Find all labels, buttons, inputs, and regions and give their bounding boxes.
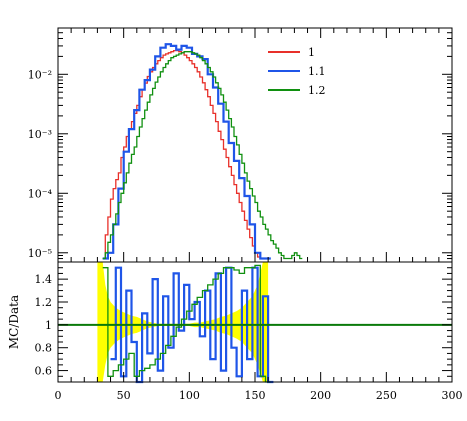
- main-y-tick-label: 10⁻⁵: [28, 247, 52, 260]
- ratio-series-line-1-2: [102, 264, 271, 383]
- x-tick-label: 0: [55, 389, 62, 402]
- ratio-y-tick-label: 1: [45, 319, 52, 332]
- ratio-y-tick-label: 1.2: [35, 296, 53, 309]
- x-tick-label: 150: [245, 389, 266, 402]
- series-line-1-1: [102, 43, 271, 260]
- x-tick-label: 250: [376, 389, 397, 402]
- ratio-y-axis-title: MC/Data: [7, 295, 21, 349]
- main-y-tick-label: 10⁻⁴: [28, 187, 53, 200]
- x-tick-label: 100: [179, 389, 200, 402]
- x-tick-label: 300: [442, 389, 463, 402]
- x-tick-label: 200: [310, 389, 331, 402]
- main-panel: 10⁻⁵ 10⁻⁴ 10⁻³ 10⁻² 1 1.1 1.2: [28, 27, 453, 263]
- legend-label-1-1: 1.1: [308, 65, 326, 78]
- main-y-tick-label: 10⁻²: [28, 68, 52, 81]
- series-line-1-2: [102, 51, 303, 260]
- ratio-panel: 0.6 0.8 1 1.2 1.4 0 50 100 150 200 250 300 MC/Data: [7, 261, 463, 402]
- x-tick-label: 50: [117, 389, 131, 402]
- legend: 1 1.1 1.2: [268, 46, 326, 97]
- ratio-y-tick-label: 1.4: [35, 273, 53, 286]
- ratio-y-tick-label: 0.8: [35, 342, 53, 355]
- main-y-tick-label: 10⁻³: [28, 128, 52, 141]
- ratio-y-tick-label: 0.6: [35, 365, 53, 378]
- legend-label-1-2: 1.2: [308, 84, 326, 97]
- legend-label-1: 1: [308, 46, 315, 59]
